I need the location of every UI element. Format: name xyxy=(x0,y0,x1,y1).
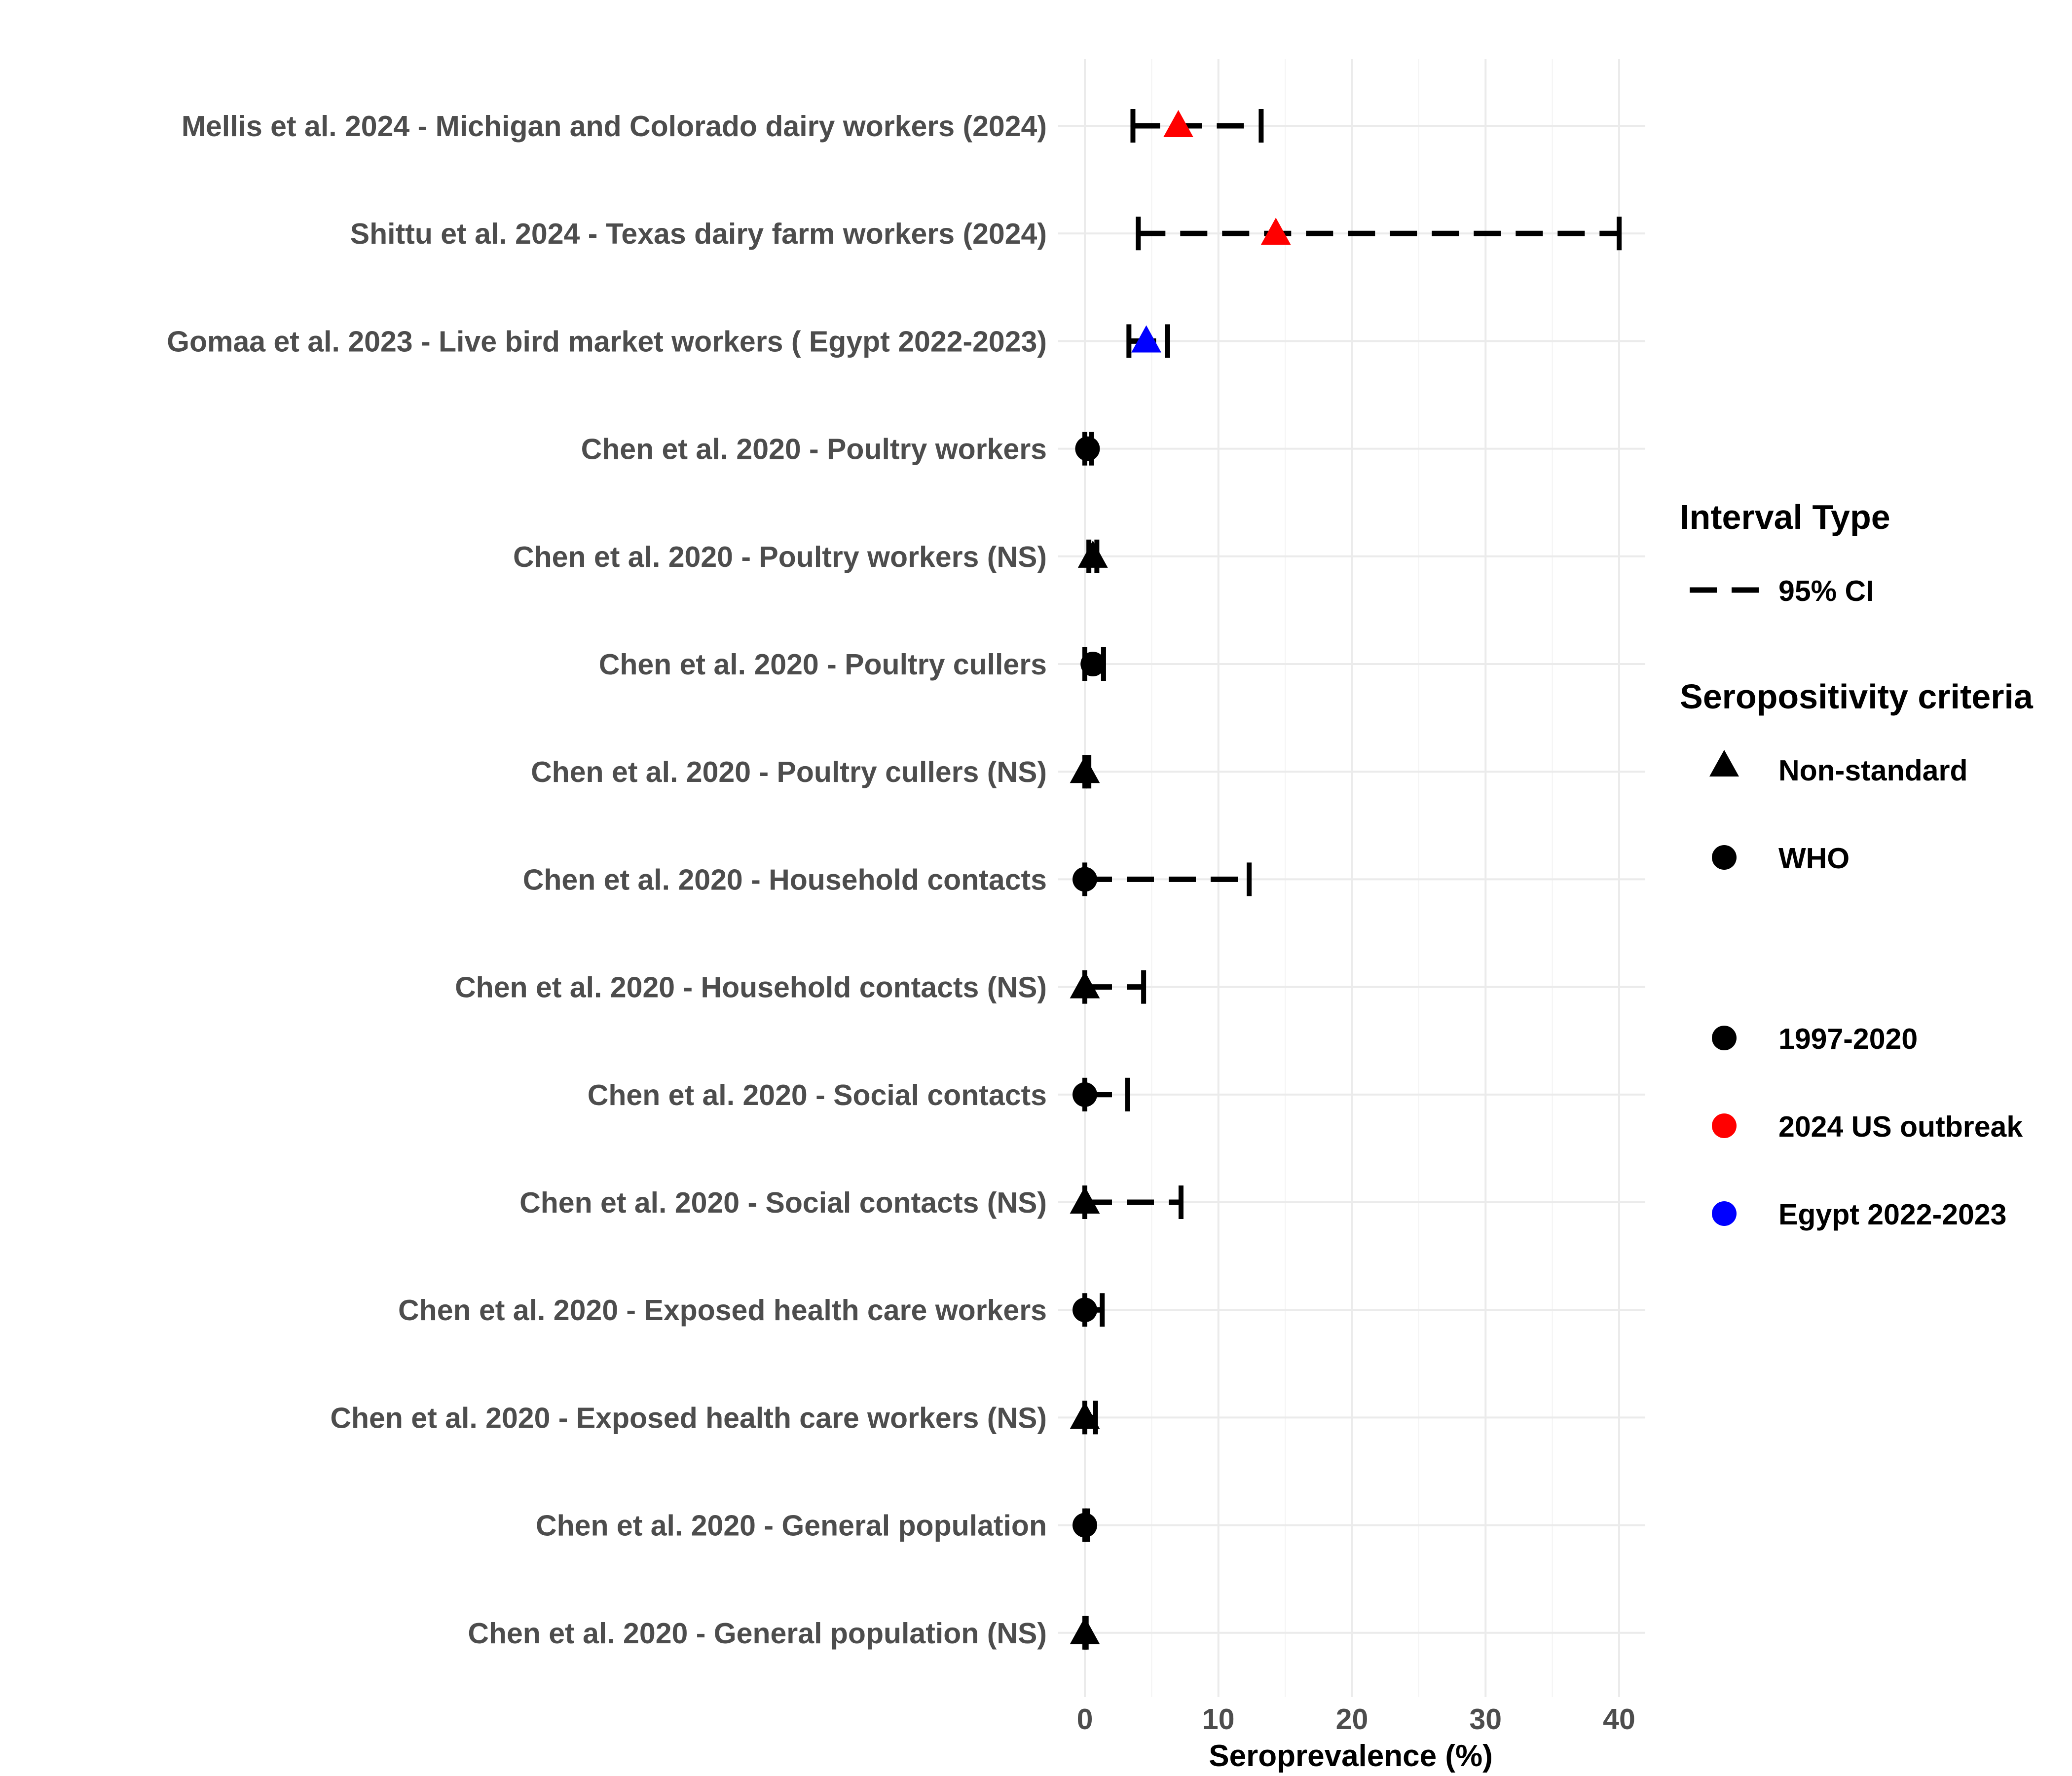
ci-row xyxy=(1080,647,1106,681)
x-tick-label: 30 xyxy=(1469,1703,1502,1736)
y-axis-label: Shittu et al. 2024 - Texas dairy farm wo… xyxy=(350,218,1047,250)
point-estimate-triangle xyxy=(1070,756,1100,783)
ci-row xyxy=(1126,324,1170,358)
point-estimate-triangle xyxy=(1260,218,1291,245)
y-axis-label: Chen et al. 2020 - Poultry workers (NS) xyxy=(513,541,1047,573)
x-axis-title: Seroprevalence (%) xyxy=(1209,1739,1492,1773)
ci-row xyxy=(1070,1401,1100,1435)
y-axis-label: Chen et al. 2020 - Exposed health care w… xyxy=(398,1294,1047,1327)
ci-row xyxy=(1077,539,1108,573)
legend-color-key-2024 xyxy=(1712,1113,1737,1138)
point-estimate-triangle xyxy=(1077,540,1108,568)
legend-color-key-1997 xyxy=(1712,1026,1737,1050)
point-estimate-triangle xyxy=(1070,1617,1100,1644)
point-estimate-triangle xyxy=(1070,971,1100,999)
y-axis-label: Chen et al. 2020 - Poultry cullers (NS) xyxy=(531,756,1047,788)
y-axis-labels: Mellis et al. 2024 - Michigan and Colora… xyxy=(167,110,1047,1650)
point-estimate-triangle xyxy=(1070,1186,1100,1214)
y-axis-label: Chen et al. 2020 - Exposed health care w… xyxy=(330,1402,1047,1434)
y-axis-label: Chen et al. 2020 - Poultry cullers xyxy=(599,648,1047,681)
legend-who-label: WHO xyxy=(1778,842,1850,875)
point-estimate-circle xyxy=(1073,867,1097,892)
legend-interval-title: Interval Type xyxy=(1680,498,1890,536)
y-axis-label: Chen et al. 2020 - Poultry workers xyxy=(581,433,1047,466)
legend-triangle-key xyxy=(1709,750,1739,777)
ci-row xyxy=(1070,1616,1100,1650)
y-axis-label: Chen et al. 2020 - Household contacts xyxy=(523,863,1047,896)
ci-row xyxy=(1073,1077,1130,1111)
point-estimate-circle xyxy=(1073,1513,1097,1538)
ci-row xyxy=(1136,217,1622,251)
point-estimate-circle xyxy=(1073,1082,1097,1107)
y-axis-label: Mellis et al. 2024 - Michigan and Colora… xyxy=(182,110,1047,143)
ci-row xyxy=(1070,755,1100,789)
legend-1997-label: 1997-2020 xyxy=(1778,1023,1918,1055)
y-axis-label: Chen et al. 2020 - Social contacts (NS) xyxy=(519,1186,1047,1219)
point-estimate-circle xyxy=(1073,1297,1097,1323)
y-axis-label: Gomaa et al. 2023 - Live bird market wor… xyxy=(167,325,1047,358)
ci-row xyxy=(1075,432,1100,466)
legend-ci-label: 95% CI xyxy=(1778,575,1874,607)
y-axis-label: Chen et al. 2020 - General population xyxy=(536,1510,1047,1542)
ci-row xyxy=(1130,109,1264,143)
legend-egypt-label: Egypt 2022-2023 xyxy=(1778,1198,2006,1231)
legend: Interval Type 95% CI Seropositivity crit… xyxy=(1680,498,2034,1231)
plot-marks xyxy=(1070,109,1622,1650)
x-tick-label: 10 xyxy=(1202,1703,1235,1736)
point-estimate-triangle xyxy=(1163,110,1193,138)
point-estimate-triangle xyxy=(1131,325,1161,353)
legend-non-standard-label: Non-standard xyxy=(1778,754,1968,787)
x-tick-label: 40 xyxy=(1603,1703,1635,1736)
x-tick-label: 20 xyxy=(1336,1703,1369,1736)
legend-color-key-egypt xyxy=(1712,1201,1737,1226)
point-estimate-circle xyxy=(1075,436,1100,461)
legend-shape-title: Seropositivity criteria xyxy=(1680,677,2034,716)
ci-row xyxy=(1073,1293,1105,1327)
legend-circle-key xyxy=(1712,845,1737,870)
y-axis-label: Chen et al. 2020 - General population (N… xyxy=(468,1617,1047,1650)
ci-row xyxy=(1073,1508,1097,1542)
legend-2024-label: 2024 US outbreak xyxy=(1778,1110,2023,1143)
y-axis-label: Chen et al. 2020 - Social contacts xyxy=(588,1079,1047,1111)
ci-row xyxy=(1073,862,1252,896)
point-estimate-triangle xyxy=(1070,1402,1100,1429)
x-axis-ticks: 0 10 20 30 40 xyxy=(1077,1703,1635,1736)
x-tick-label: 0 xyxy=(1077,1703,1093,1736)
y-axis-label: Chen et al. 2020 - Household contacts (N… xyxy=(455,971,1047,1004)
ci-row xyxy=(1070,1185,1184,1219)
ci-row xyxy=(1070,970,1147,1004)
point-estimate-circle xyxy=(1080,652,1106,676)
